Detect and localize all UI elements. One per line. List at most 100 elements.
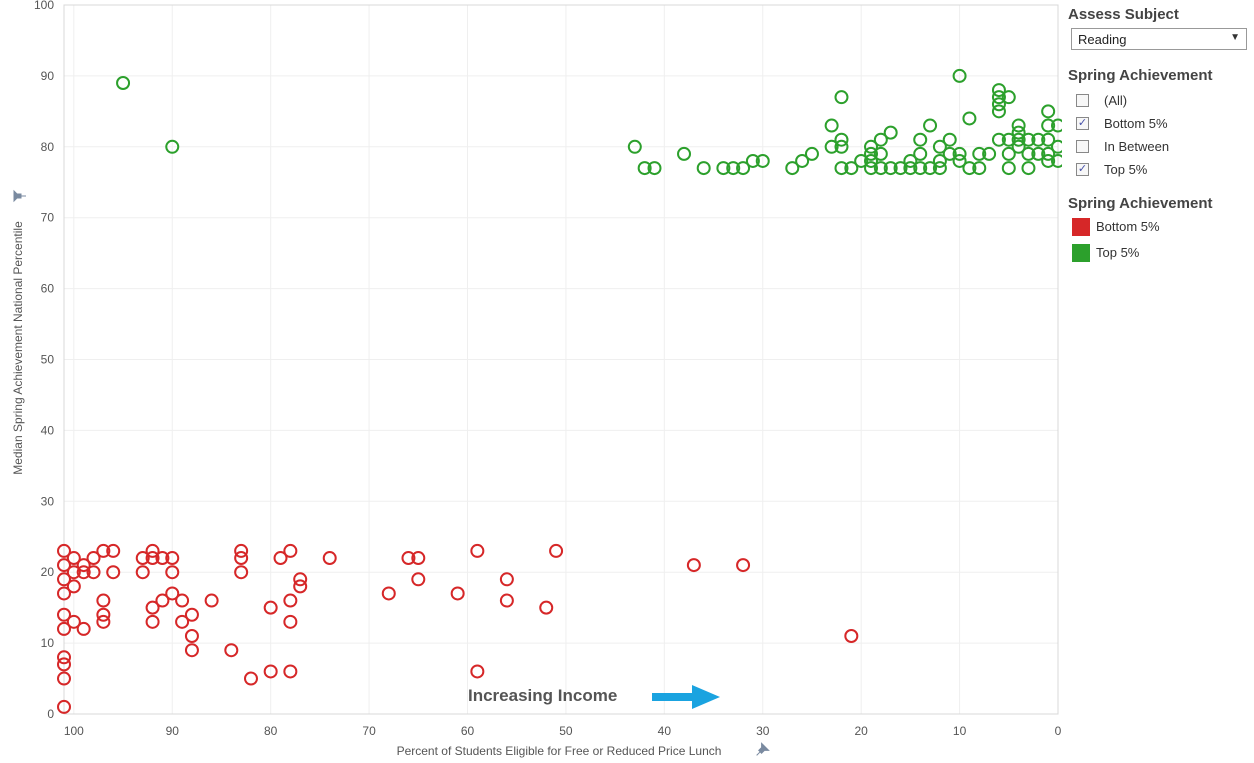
data-point[interactable]: [1051, 118, 1062, 133]
data-point[interactable]: [470, 664, 485, 679]
data-point[interactable]: [381, 586, 396, 601]
data-point[interactable]: [155, 593, 170, 608]
data-point[interactable]: [293, 572, 308, 587]
data-point[interactable]: [991, 132, 1006, 147]
data-point[interactable]: [873, 146, 888, 161]
data-point[interactable]: [834, 161, 849, 176]
data-point[interactable]: [696, 161, 711, 176]
data-point[interactable]: [962, 111, 977, 126]
data-point[interactable]: [165, 565, 180, 580]
data-point[interactable]: [883, 125, 898, 140]
data-point[interactable]: [57, 572, 71, 587]
data-point[interactable]: [686, 558, 701, 573]
data-point[interactable]: [263, 664, 278, 679]
data-point[interactable]: [470, 543, 485, 558]
data-point[interactable]: [824, 118, 839, 133]
data-point[interactable]: [66, 614, 81, 629]
data-point[interactable]: [57, 699, 71, 714]
data-point[interactable]: [184, 629, 199, 644]
data-point[interactable]: [1011, 125, 1026, 140]
data-point[interactable]: [1021, 161, 1036, 176]
data-point[interactable]: [224, 643, 239, 658]
data-point[interactable]: [893, 161, 908, 176]
data-point[interactable]: [57, 621, 71, 636]
filter-item-all[interactable]: (All): [1076, 92, 1246, 110]
data-point[interactable]: [824, 139, 839, 154]
data-point[interactable]: [293, 579, 308, 594]
data-point[interactable]: [57, 586, 71, 601]
data-point[interactable]: [165, 551, 180, 566]
data-point[interactable]: [57, 657, 71, 672]
data-point[interactable]: [57, 650, 71, 665]
data-point[interactable]: [677, 146, 692, 161]
dropdown-arrow-icon[interactable]: ▼: [1230, 32, 1240, 43]
data-point[interactable]: [1051, 139, 1062, 154]
data-point[interactable]: [942, 146, 957, 161]
data-point[interactable]: [755, 153, 770, 168]
data-point[interactable]: [106, 565, 121, 580]
data-point[interactable]: [991, 90, 1006, 105]
data-point[interactable]: [283, 614, 298, 629]
data-point[interactable]: [450, 586, 465, 601]
data-point[interactable]: [932, 161, 947, 176]
data-point[interactable]: [243, 671, 258, 686]
data-point[interactable]: [106, 543, 121, 558]
data-point[interactable]: [903, 153, 918, 168]
data-point[interactable]: [647, 161, 662, 176]
data-point[interactable]: [184, 643, 199, 658]
data-point[interactable]: [96, 543, 111, 558]
data-point[interactable]: [184, 607, 199, 622]
data-point[interactable]: [795, 153, 810, 168]
data-point[interactable]: [1041, 104, 1056, 119]
data-point[interactable]: [854, 153, 869, 168]
data-point[interactable]: [66, 551, 81, 566]
data-point[interactable]: [1031, 132, 1046, 147]
data-point[interactable]: [234, 543, 249, 558]
data-point[interactable]: [932, 139, 947, 154]
data-point[interactable]: [913, 132, 928, 147]
filter-item-in-between[interactable]: In Between: [1076, 138, 1246, 156]
data-point[interactable]: [283, 664, 298, 679]
data-point[interactable]: [736, 161, 751, 176]
data-point[interactable]: [66, 565, 81, 580]
data-point[interactable]: [991, 97, 1006, 112]
data-point[interactable]: [834, 139, 849, 154]
data-point[interactable]: [57, 543, 71, 558]
data-point[interactable]: [549, 543, 564, 558]
data-point[interactable]: [972, 146, 987, 161]
data-point[interactable]: [165, 586, 180, 601]
data-point[interactable]: [86, 551, 101, 566]
data-point[interactable]: [57, 558, 71, 573]
data-point[interactable]: [1041, 153, 1056, 168]
assess-subject-dropdown[interactable]: Reading ▼: [1071, 28, 1247, 50]
checkbox-top-5[interactable]: ✓: [1076, 163, 1089, 176]
data-point[interactable]: [135, 565, 150, 580]
data-point[interactable]: [873, 161, 888, 176]
data-point[interactable]: [952, 153, 967, 168]
data-point[interactable]: [745, 153, 760, 168]
data-point[interactable]: [1041, 146, 1056, 161]
data-point[interactable]: [913, 146, 928, 161]
data-point[interactable]: [637, 161, 652, 176]
data-point[interactable]: [942, 132, 957, 147]
data-point[interactable]: [322, 551, 337, 566]
data-point[interactable]: [1001, 90, 1016, 105]
data-point[interactable]: [834, 132, 849, 147]
data-point[interactable]: [175, 593, 190, 608]
data-point[interactable]: [204, 593, 219, 608]
data-point[interactable]: [726, 161, 741, 176]
data-point[interactable]: [1031, 146, 1046, 161]
data-point[interactable]: [96, 607, 111, 622]
data-point[interactable]: [864, 139, 879, 154]
data-point[interactable]: [145, 614, 160, 629]
data-point[interactable]: [913, 161, 928, 176]
checkbox-all[interactable]: [1076, 94, 1089, 107]
data-point[interactable]: [1011, 139, 1026, 154]
data-point[interactable]: [499, 572, 514, 587]
filter-item-top-5[interactable]: ✓ Top 5%: [1076, 161, 1246, 179]
data-point[interactable]: [873, 132, 888, 147]
data-point[interactable]: [864, 146, 879, 161]
data-point[interactable]: [804, 146, 819, 161]
filter-item-bottom-5[interactable]: ✓ Bottom 5%: [1076, 115, 1246, 133]
data-point[interactable]: [96, 593, 111, 608]
